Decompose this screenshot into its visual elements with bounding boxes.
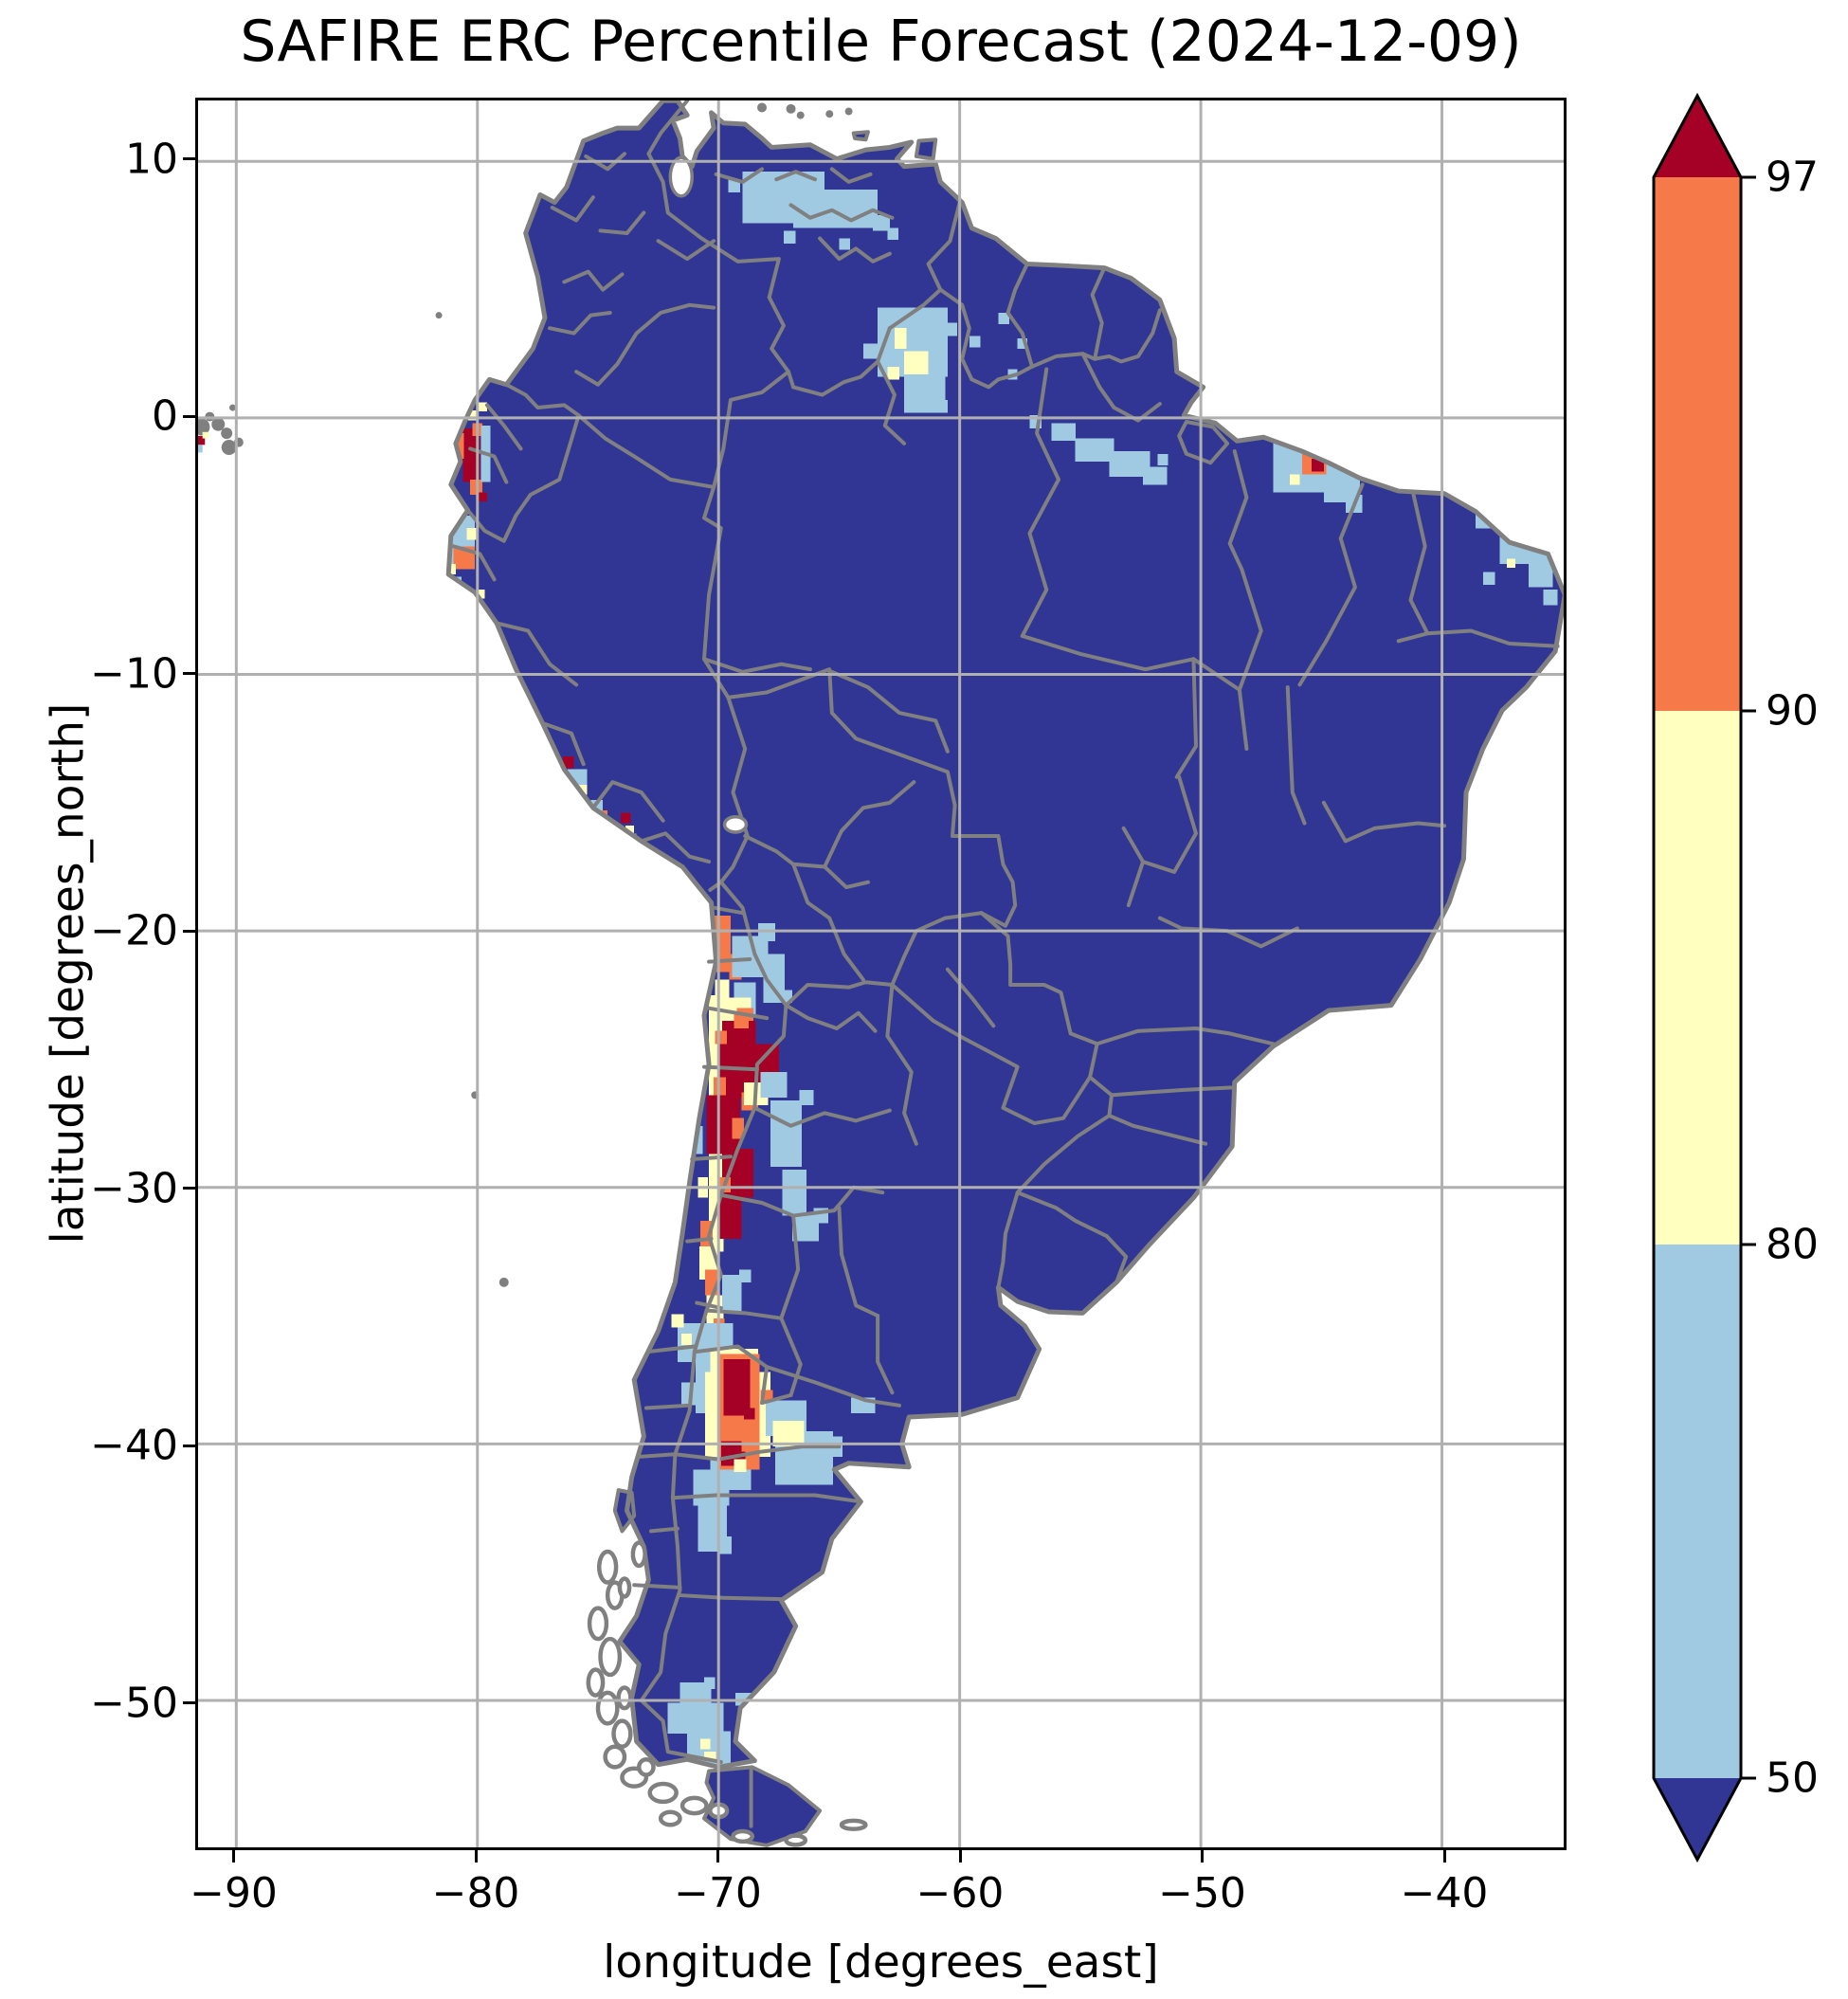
island-dots bbox=[198, 102, 853, 1287]
y-tick-mark bbox=[183, 929, 195, 933]
colorbar-tick-label: 97 bbox=[1766, 153, 1819, 202]
lake bbox=[722, 814, 749, 834]
colorbar-segment bbox=[1654, 177, 1741, 711]
x-tick-mark bbox=[716, 1850, 719, 1863]
y-tick-label: −40 bbox=[90, 1421, 178, 1470]
map-canvas bbox=[198, 100, 1564, 1847]
colorbar-segment bbox=[1654, 711, 1741, 1245]
y-tick-label: −50 bbox=[90, 1679, 178, 1727]
figure-title: SAFIRE ERC Percentile Forecast (2024-12-… bbox=[240, 9, 1522, 75]
map-plot-frame bbox=[195, 98, 1567, 1850]
y-tick-label: −20 bbox=[90, 906, 178, 955]
x-tick-mark bbox=[474, 1850, 478, 1863]
colorbar-extend-min-arrow bbox=[1654, 1778, 1741, 1860]
y-tick-mark bbox=[183, 672, 195, 675]
colorbar-tick-label: 50 bbox=[1766, 1754, 1819, 1803]
x-tick-mark bbox=[1201, 1850, 1204, 1863]
admin-borders bbox=[451, 100, 1560, 1828]
x-tick-label: −40 bbox=[1400, 1869, 1489, 1917]
x-tick-mark bbox=[958, 1850, 962, 1863]
y-tick-label: 0 bbox=[152, 391, 178, 441]
colorbar-tick-label: 90 bbox=[1766, 686, 1819, 736]
x-tick-mark bbox=[232, 1850, 235, 1863]
gridlines bbox=[198, 100, 1564, 1847]
x-tick-label: −50 bbox=[1158, 1869, 1246, 1917]
x-tick-label: −60 bbox=[915, 1869, 1005, 1917]
y-tick-label: −10 bbox=[90, 649, 178, 698]
x-tick-label: −80 bbox=[431, 1869, 520, 1917]
y-tick-mark bbox=[183, 1444, 195, 1447]
x-tick-label: −70 bbox=[674, 1869, 762, 1917]
y-tick-label: 10 bbox=[125, 135, 178, 183]
coastline bbox=[445, 100, 1564, 1770]
y-axis-label: latitude [degrees_north] bbox=[42, 702, 95, 1245]
colorbar-extend-max-arrow bbox=[1654, 96, 1741, 177]
colorbar bbox=[1652, 93, 1756, 1863]
x-axis-label: longitude [degrees_east] bbox=[603, 1936, 1159, 1989]
y-tick-label: −30 bbox=[90, 1164, 178, 1212]
y-tick-mark bbox=[183, 1187, 195, 1190]
colorbar-tick-label: 80 bbox=[1766, 1220, 1819, 1269]
x-tick-label: −90 bbox=[190, 1869, 278, 1917]
y-tick-mark bbox=[183, 157, 195, 160]
y-tick-mark bbox=[183, 1701, 195, 1704]
y-tick-mark bbox=[183, 414, 195, 418]
x-tick-mark bbox=[1442, 1850, 1446, 1863]
lake bbox=[668, 155, 694, 198]
colorbar-segment bbox=[1654, 1245, 1741, 1778]
